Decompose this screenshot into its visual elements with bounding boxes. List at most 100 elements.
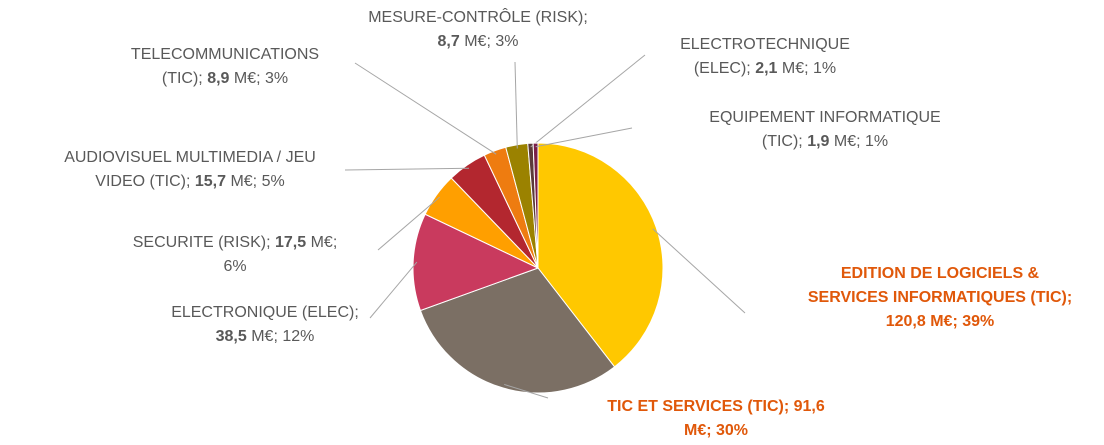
slice-label: ELECTRONIQUE (ELEC); 38,5 M€; 12% — [171, 304, 359, 345]
label-part: SECURITE — [133, 234, 214, 251]
label-line: (TIC); 8,9 M€; 3% — [162, 70, 288, 87]
label-part: LOGICIELS — [932, 265, 1023, 282]
label-part: 91,6 — [789, 398, 825, 415]
label-part: ELECTRONIQUE — [171, 304, 297, 321]
slice-label: ELECTROTECHNIQUE (ELEC); 2,1 M€; 1% — [680, 36, 850, 77]
label-part: (TIC) — [162, 70, 198, 87]
label-line: AUDIOVISUEL MULTIMEDIA / JEU — [64, 149, 316, 166]
label-part: ; — [266, 234, 270, 251]
pie-slice — [532, 142, 539, 269]
label-part: 6% — [223, 258, 246, 275]
label-part: ; — [256, 70, 260, 87]
label-part: ; — [273, 328, 277, 345]
label-part: MESURE-CONTRÔLE — [368, 7, 531, 26]
pie-slice — [537, 142, 664, 368]
leader-line — [652, 228, 746, 314]
label-part: DE — [906, 265, 933, 282]
label-part: 8,9 — [203, 70, 230, 87]
pie-slice — [419, 267, 616, 394]
label-part: (RISK) — [214, 234, 266, 251]
label-part: TIC — [607, 398, 633, 415]
label-part: M€ — [247, 328, 274, 345]
label-part: ; — [354, 304, 358, 321]
label-line: TELECOMMUNICATIONS — [131, 46, 319, 63]
label-part: 120,8 — [886, 313, 926, 330]
label-part: SERVICES — [658, 398, 743, 415]
label-part: 39% — [958, 313, 994, 330]
label-part: (ELEC) — [694, 60, 746, 77]
slice-label: MESURE-CONTRÔLE (RISK); 8,7 M€; 3% — [368, 7, 588, 50]
label-part: ; — [186, 173, 190, 190]
label-part: 38,5 — [216, 328, 247, 345]
label-part: AUDIOVISUEL — [64, 149, 172, 166]
label-part: 1% — [809, 60, 837, 77]
label-part: ELECTROTECHNIQUE — [680, 36, 850, 53]
slice-label: EDITION DE LOGICIELS & SERVICES INFORMATI… — [808, 265, 1072, 330]
slice-label: TELECOMMUNICATIONS (TIC); 8,9 M€; 3% — [131, 46, 319, 87]
label-part: M€ — [777, 60, 804, 77]
label-part: 15,7 — [190, 173, 226, 190]
label-part: / — [272, 149, 281, 166]
label-part: 1% — [861, 133, 889, 150]
label-part: (ELEC) — [297, 304, 354, 321]
label-part: & — [1023, 265, 1039, 282]
label-line: VIDEO (TIC); 15,7 M€; 5% — [95, 173, 284, 190]
label-part: M€ — [684, 422, 706, 439]
label-part: 5% — [257, 173, 285, 190]
leader-line — [530, 54, 646, 148]
label-part: ; — [198, 70, 202, 87]
label-part: (TIC) — [762, 133, 798, 150]
label-line: SERVICES INFORMATIQUES (TIC); — [808, 289, 1072, 306]
label-line: ELECTRONIQUE (ELEC); — [171, 304, 359, 321]
label-part: 3% — [261, 70, 289, 87]
label-part: M€ — [306, 234, 333, 251]
label-part: VIDEO — [95, 173, 145, 190]
label-line: (TIC); 1,9 M€; 1% — [762, 133, 888, 150]
leader-line — [514, 61, 518, 149]
label-part: M€ — [926, 313, 953, 330]
label-part: 3% — [491, 33, 519, 50]
label-part: ; — [333, 234, 337, 251]
label-part: 2,1 — [751, 60, 778, 77]
leader-line — [369, 261, 418, 319]
label-part: (TIC) — [145, 173, 186, 190]
label-part: ; — [804, 60, 808, 77]
label-part: ; — [486, 33, 490, 50]
label-part: ; — [798, 133, 802, 150]
label-part: MULTIMEDIA — [171, 149, 273, 166]
leader-line — [344, 167, 470, 171]
slice-label: TIC ET SERVICES (TIC); 91,6 M€; 30% — [607, 398, 825, 439]
label-part: ; — [856, 133, 860, 150]
slice-label: AUDIOVISUEL MULTIMEDIA / JEU VIDEO (TIC);… — [64, 149, 316, 190]
label-line: 6% — [223, 258, 246, 275]
label-part: ; — [706, 422, 711, 439]
label-part: (TIC) — [1026, 289, 1067, 306]
label-part: 30% — [712, 422, 748, 439]
slice-label: SECURITE (RISK); 17,5 M€; 6% — [133, 234, 338, 275]
label-part: M€ — [829, 133, 856, 150]
leader-line — [377, 196, 440, 251]
label-part: ; — [1067, 289, 1072, 306]
label-part: EDITION — [841, 265, 906, 282]
label-part: EQUIPEMENT — [709, 109, 815, 126]
label-part: (TIC) — [743, 398, 784, 415]
label-part: ; — [583, 9, 587, 26]
label-line: EQUIPEMENT INFORMATIQUE — [709, 109, 940, 126]
leader-line — [535, 127, 633, 148]
label-part: ; — [784, 398, 789, 415]
label-part: (RISK) — [531, 9, 583, 26]
label-part: SERVICES — [808, 289, 889, 306]
label-part: ; — [746, 60, 750, 77]
label-part: ; — [253, 173, 257, 190]
label-line: ELECTROTECHNIQUE — [680, 36, 850, 53]
leader-line — [504, 383, 549, 399]
label-part: JEU — [281, 149, 316, 166]
pie-slice — [412, 213, 540, 312]
label-part: ; — [952, 313, 957, 330]
label-part: ET — [633, 398, 658, 415]
label-line: (ELEC); 2,1 M€; 1% — [694, 60, 836, 77]
label-part: 1,9 — [803, 133, 830, 150]
label-part: 12% — [278, 328, 314, 345]
label-line: 38,5 M€; 12% — [216, 328, 315, 345]
